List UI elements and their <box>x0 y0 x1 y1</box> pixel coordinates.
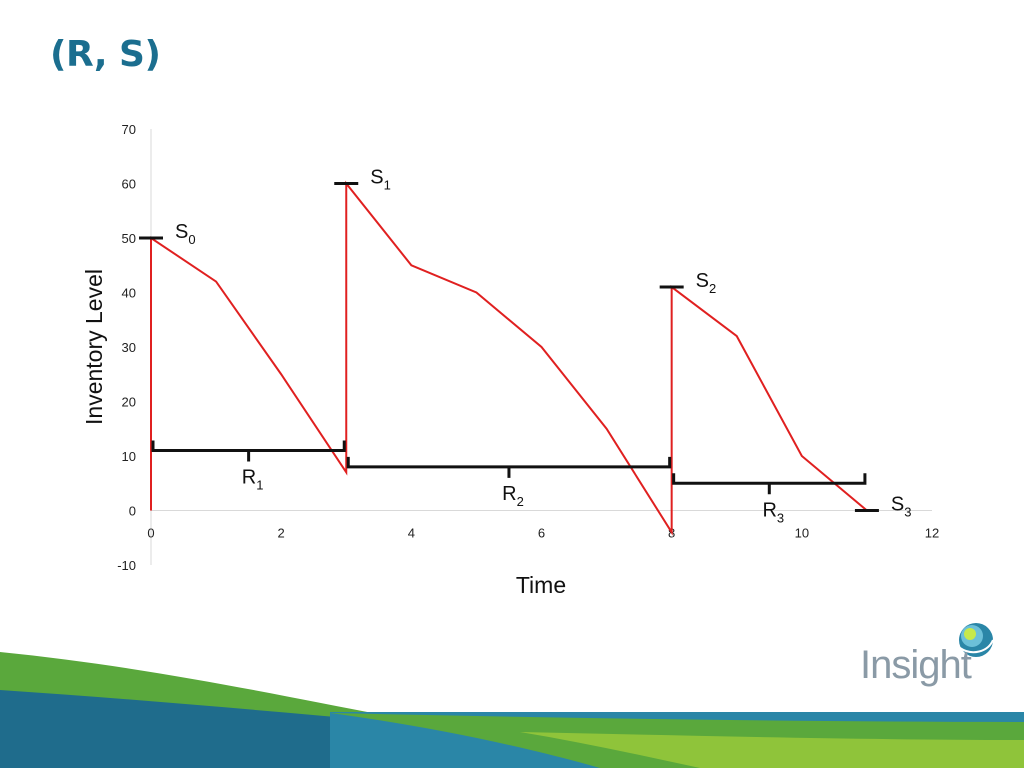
review-period-label: R3 <box>762 499 784 525</box>
order-up-to-label: S1 <box>370 167 391 193</box>
slide-title: (R, S) <box>50 34 161 75</box>
y-tick-label: -10 <box>117 558 136 573</box>
y-tick-label: 50 <box>122 231 136 246</box>
x-tick-label: 12 <box>925 526 939 541</box>
order-up-to-label: S3 <box>891 494 912 520</box>
y-tick-label: 60 <box>122 177 136 192</box>
order-up-to-label: S2 <box>696 270 717 296</box>
review-period-bracket <box>151 440 346 462</box>
order-up-to-label: S0 <box>175 221 196 247</box>
insight-logo-text: Insight <box>860 643 972 687</box>
y-tick-label: 20 <box>122 395 136 410</box>
y-axis-title: Inventory Level <box>81 269 107 425</box>
x-tick-label: 4 <box>408 526 415 541</box>
y-tick-label: 70 <box>122 122 136 137</box>
y-tick-label: 30 <box>122 340 136 355</box>
y-tick-label: 10 <box>122 449 136 464</box>
x-tick-label: 6 <box>538 526 545 541</box>
y-tick-label: 40 <box>122 286 136 301</box>
review-period-bracket <box>346 456 672 478</box>
lime-band-shape <box>520 732 1024 768</box>
y-tick-label: 0 <box>129 504 136 519</box>
review-period-bracket <box>672 473 867 495</box>
logo-globe-swoosh <box>959 639 994 654</box>
x-axis-title: Time <box>516 572 566 598</box>
x-tick-label: 0 <box>147 526 154 541</box>
review-period-label: R2 <box>502 483 524 509</box>
insight-globe-icon <box>959 623 994 657</box>
review-period-label: R1 <box>242 467 264 493</box>
x-tick-label: 2 <box>278 526 285 541</box>
x-tick-label: 10 <box>795 526 809 541</box>
logo-globe-core <box>964 628 976 640</box>
